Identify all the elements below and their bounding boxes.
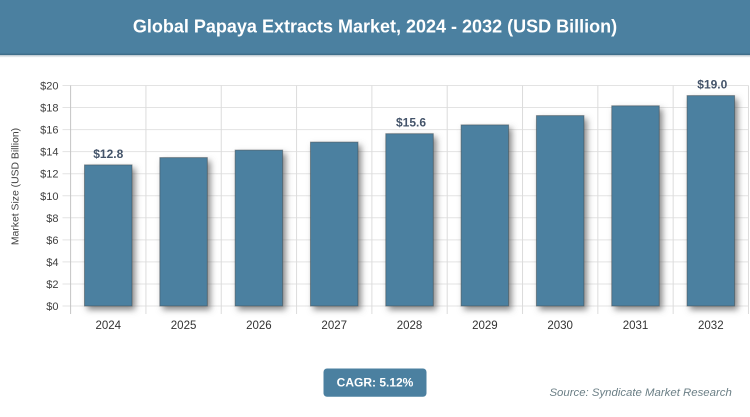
svg-text:CAGR: 5.12%: CAGR: 5.12% bbox=[337, 376, 414, 390]
svg-text:Source: Syndicate Market Resea: Source: Syndicate Market Research bbox=[549, 387, 731, 399]
svg-text:$12.8: $12.8 bbox=[93, 147, 123, 161]
svg-text:$8: $8 bbox=[46, 213, 58, 225]
svg-text:$12: $12 bbox=[40, 169, 58, 181]
svg-text:2024: 2024 bbox=[95, 320, 121, 332]
svg-text:$6: $6 bbox=[46, 235, 58, 247]
svg-text:$18: $18 bbox=[40, 103, 58, 115]
svg-text:$0: $0 bbox=[46, 301, 58, 313]
svg-text:$10: $10 bbox=[40, 191, 58, 203]
svg-text:2032: 2032 bbox=[698, 320, 724, 332]
svg-text:Market Size (USD Billion): Market Size (USD Billion) bbox=[10, 128, 21, 245]
svg-text:2031: 2031 bbox=[623, 320, 649, 332]
svg-text:2025: 2025 bbox=[171, 320, 197, 332]
svg-text:Global Papaya Extracts Market,: Global Papaya Extracts Market, 2024 - 20… bbox=[133, 17, 617, 37]
svg-text:$16: $16 bbox=[40, 125, 58, 137]
svg-text:$14: $14 bbox=[40, 147, 58, 159]
svg-text:$15.6: $15.6 bbox=[396, 116, 426, 130]
svg-text:2029: 2029 bbox=[472, 320, 498, 332]
svg-text:$2: $2 bbox=[46, 279, 58, 291]
svg-text:$20: $20 bbox=[40, 81, 58, 93]
svg-text:2026: 2026 bbox=[246, 320, 272, 332]
svg-text:2028: 2028 bbox=[397, 320, 423, 332]
svg-text:2027: 2027 bbox=[321, 320, 347, 332]
svg-text:$4: $4 bbox=[46, 257, 58, 269]
svg-text:$19.0: $19.0 bbox=[697, 78, 727, 92]
svg-text:2030: 2030 bbox=[547, 320, 573, 332]
